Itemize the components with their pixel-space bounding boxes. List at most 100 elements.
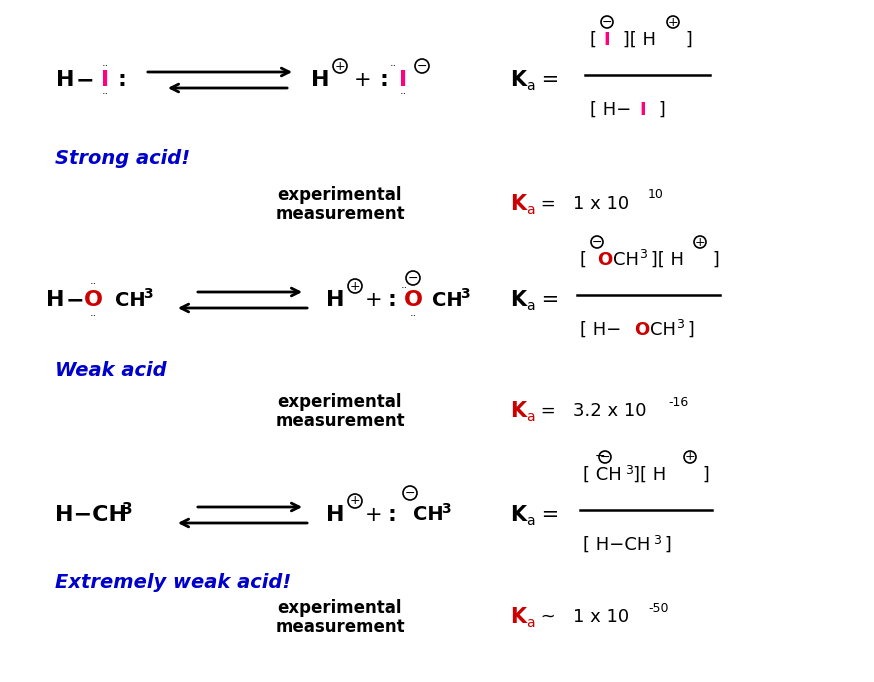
- Text: −: −: [417, 59, 427, 72]
- Text: ··: ··: [101, 61, 108, 71]
- Text: [: [: [590, 31, 603, 49]
- Text: ]: ]: [680, 31, 693, 49]
- Text: :: :: [379, 70, 388, 90]
- Text: ··: ··: [400, 283, 407, 293]
- Text: 3: 3: [653, 533, 661, 546]
- Text: +: +: [684, 451, 696, 464]
- Text: experimental: experimental: [278, 393, 402, 411]
- Text: H: H: [311, 70, 329, 90]
- Text: a: a: [526, 616, 535, 630]
- Text: :: :: [387, 505, 397, 525]
- Text: 3: 3: [460, 287, 469, 301]
- Text: experimental: experimental: [278, 186, 402, 204]
- Text: I: I: [101, 70, 109, 90]
- Text: [: [: [580, 251, 593, 269]
- Text: CH: CH: [650, 321, 676, 339]
- Text: =   3.2 x 10: = 3.2 x 10: [535, 402, 647, 420]
- Text: K: K: [510, 607, 526, 627]
- Text: O: O: [404, 290, 422, 310]
- Text: −: −: [592, 235, 602, 248]
- Text: ··: ··: [390, 61, 397, 71]
- Text: +: +: [350, 494, 360, 507]
- Text: 3: 3: [122, 501, 133, 516]
- Text: H: H: [326, 290, 344, 310]
- Text: ··: ··: [89, 279, 97, 289]
- Text: -16: -16: [668, 396, 688, 409]
- Text: O: O: [597, 251, 613, 269]
- Text: [ H−: [ H−: [580, 321, 621, 339]
- Text: [ H−CH: [ H−CH: [583, 536, 650, 554]
- Text: +: +: [354, 70, 371, 90]
- Text: a: a: [526, 299, 535, 313]
- Text: 3: 3: [676, 318, 683, 331]
- Text: K: K: [510, 505, 526, 525]
- Text: Strong acid!: Strong acid!: [55, 149, 191, 168]
- Text: CH: CH: [613, 251, 639, 269]
- Text: Weak acid: Weak acid: [55, 361, 167, 379]
- Text: -50: -50: [648, 602, 669, 614]
- Text: I: I: [399, 70, 407, 90]
- Text: −: −: [76, 70, 94, 90]
- Text: Extremely weak acid!: Extremely weak acid!: [55, 572, 291, 591]
- Text: H: H: [45, 290, 65, 310]
- Text: ··: ··: [399, 89, 406, 99]
- Text: ~   1 x 10: ~ 1 x 10: [535, 608, 629, 626]
- Text: ][ H: ][ H: [633, 466, 666, 484]
- Text: :: :: [118, 70, 127, 90]
- Text: O: O: [84, 290, 102, 310]
- Text: [ CH: [ CH: [583, 466, 621, 484]
- Text: ··: ··: [409, 311, 417, 321]
- Text: ][ H: ][ H: [617, 31, 656, 49]
- Text: ][ H: ][ H: [645, 251, 684, 269]
- Text: 10: 10: [648, 188, 664, 201]
- Text: I: I: [604, 31, 610, 49]
- Text: ]: ]: [682, 321, 695, 339]
- Text: K: K: [510, 290, 526, 310]
- Text: =: =: [535, 70, 559, 90]
- Text: +: +: [695, 235, 705, 248]
- Text: H: H: [56, 70, 74, 90]
- Text: K: K: [510, 401, 526, 421]
- Text: =: =: [535, 505, 559, 525]
- Text: CH: CH: [115, 291, 146, 310]
- Text: I: I: [640, 101, 646, 119]
- Text: K: K: [510, 70, 526, 90]
- Text: a: a: [526, 514, 535, 528]
- Text: a: a: [526, 410, 535, 424]
- Text: 3: 3: [639, 248, 647, 261]
- Text: measurement: measurement: [275, 618, 405, 636]
- Text: +: +: [335, 59, 345, 72]
- Text: 3: 3: [143, 287, 153, 301]
- Text: +: +: [350, 280, 360, 293]
- Text: +: +: [668, 16, 678, 29]
- Text: CH: CH: [432, 291, 462, 310]
- Text: −: −: [66, 290, 84, 310]
- Text: ]: ]: [653, 101, 666, 119]
- Text: =: =: [535, 290, 559, 310]
- Text: [ H−: [ H−: [590, 101, 631, 119]
- Text: a: a: [526, 203, 535, 217]
- Text: measurement: measurement: [275, 205, 405, 223]
- Text: ]: ]: [707, 251, 720, 269]
- Text: a: a: [526, 79, 535, 93]
- Text: CH: CH: [413, 505, 444, 524]
- Text: ]: ]: [697, 466, 710, 484]
- Text: H−CH: H−CH: [55, 505, 127, 525]
- Text: −: −: [583, 451, 606, 464]
- Text: +: +: [365, 290, 383, 310]
- Text: measurement: measurement: [275, 412, 405, 430]
- Text: experimental: experimental: [278, 599, 402, 617]
- Text: ··: ··: [101, 89, 108, 99]
- Text: H: H: [326, 505, 344, 525]
- Text: −: −: [408, 271, 419, 284]
- Text: −: −: [602, 16, 613, 29]
- Text: ··: ··: [89, 311, 97, 321]
- Text: =   1 x 10: = 1 x 10: [535, 195, 629, 213]
- Text: −: −: [600, 451, 610, 464]
- Text: K: K: [510, 194, 526, 214]
- Text: 3: 3: [441, 502, 451, 516]
- Text: O: O: [634, 321, 649, 339]
- Text: :: :: [387, 290, 397, 310]
- Text: ]: ]: [659, 536, 672, 554]
- Text: 3: 3: [625, 464, 633, 477]
